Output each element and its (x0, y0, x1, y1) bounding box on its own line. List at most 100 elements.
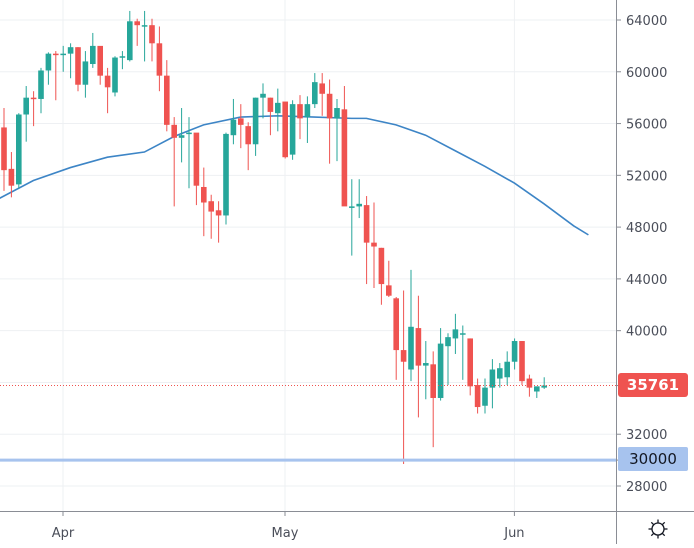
candle (408, 269, 414, 382)
candle (60, 45, 66, 72)
candle (341, 86, 348, 207)
candle (141, 10, 148, 62)
candle (474, 378, 481, 414)
candle (371, 202, 377, 288)
candle (312, 73, 318, 109)
candle (452, 313, 459, 354)
candle (171, 117, 177, 207)
candle (30, 91, 37, 127)
candle (437, 328, 444, 401)
candle (504, 351, 510, 386)
hline-price-badge: 30000 (618, 447, 688, 471)
grid-lines (0, 0, 616, 511)
candle (1, 108, 7, 191)
candle (282, 101, 288, 159)
candle (156, 26, 163, 92)
candle (97, 45, 103, 85)
price-tick-label: 56000 (626, 118, 667, 133)
candle (460, 325, 466, 380)
candle (112, 56, 118, 97)
candle (304, 96, 311, 143)
last-price-badge: 35761 (618, 373, 688, 397)
candle (104, 67, 111, 114)
candle (75, 47, 81, 92)
time-tick-label: Apr (52, 526, 75, 541)
candle (363, 196, 370, 285)
candle (252, 97, 259, 156)
candle (45, 52, 52, 85)
candle (260, 83, 266, 119)
candle (193, 132, 200, 206)
candle (267, 97, 274, 136)
candle (415, 295, 422, 418)
candle (223, 132, 229, 225)
candle (8, 152, 15, 198)
time-tick-label: Jun (503, 526, 524, 541)
candle (215, 201, 222, 243)
hline-price-value: 30000 (629, 450, 677, 468)
price-tick-label: 52000 (626, 169, 667, 184)
candle (519, 341, 525, 386)
price-tick-label: 32000 (626, 428, 667, 443)
candle (16, 113, 22, 189)
candle (230, 98, 237, 145)
candle (526, 374, 533, 397)
candle (186, 117, 192, 189)
candle (90, 32, 96, 68)
price-tick-label: 60000 (626, 66, 667, 81)
candle (393, 297, 399, 380)
last-price-value: 35761 (626, 376, 680, 394)
candle (356, 179, 362, 219)
candle (497, 363, 503, 388)
price-tick-label: 44000 (626, 273, 667, 288)
candle (334, 98, 340, 162)
candle (400, 290, 407, 464)
candle (67, 43, 74, 79)
candle (378, 247, 385, 305)
candle (297, 95, 303, 140)
gear-icon (648, 519, 668, 539)
candle (445, 333, 451, 386)
candle (467, 338, 473, 396)
price-tick-label: 28000 (626, 480, 667, 495)
candle (23, 86, 29, 142)
candle (430, 351, 436, 448)
candle (119, 51, 126, 70)
candle (178, 108, 185, 163)
candle (541, 377, 547, 389)
candle (127, 10, 133, 62)
candle (289, 100, 296, 160)
candle (238, 104, 244, 149)
candle (511, 338, 518, 370)
candle (386, 260, 392, 298)
candle (326, 79, 333, 164)
moving-average-line (0, 114, 589, 236)
candle (349, 179, 355, 256)
candle (534, 386, 540, 398)
price-tick-label: 64000 (626, 14, 667, 29)
chart-settings-button[interactable] (645, 517, 671, 541)
time-tick-label: May (272, 526, 299, 541)
candle (489, 359, 496, 409)
candle (38, 67, 44, 114)
candle (82, 51, 89, 98)
candle (53, 51, 59, 101)
candle (275, 88, 281, 132)
candle (149, 18, 155, 62)
candle (319, 73, 325, 116)
price-axis[interactable] (617, 0, 694, 510)
time-axis[interactable] (0, 512, 616, 544)
candles (1, 10, 547, 464)
price-tick-label: 48000 (626, 221, 667, 236)
candle (245, 122, 251, 171)
candle (134, 18, 140, 46)
candle (201, 167, 207, 237)
price-tick-label: 40000 (626, 325, 667, 340)
candle (482, 378, 488, 414)
candle (423, 341, 429, 400)
candle (164, 60, 170, 132)
candle (208, 194, 214, 239)
